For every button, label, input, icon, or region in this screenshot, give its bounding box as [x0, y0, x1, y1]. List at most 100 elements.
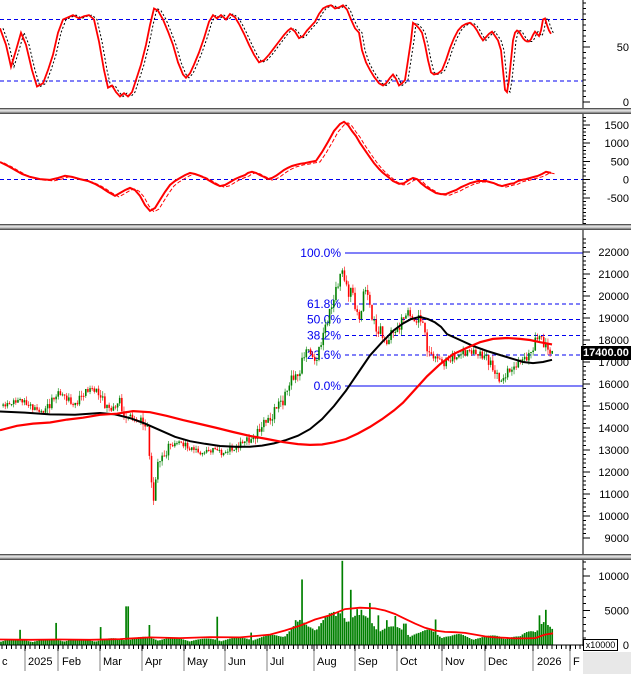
volume-bar [369, 602, 371, 645]
candle-body [335, 286, 337, 301]
volume-bar [419, 632, 422, 645]
candle-body [235, 446, 238, 450]
candle-body [93, 388, 96, 392]
volume-bar [190, 640, 193, 645]
fibonacci-retracement: 100.0%61.8%50.0%38.2%23.6%0.0% [300, 246, 583, 393]
candle-body [468, 350, 471, 352]
candle-body [339, 273, 341, 287]
volume-bar [239, 637, 242, 645]
candle-body [419, 315, 422, 322]
axis-tick-label: 14000 [598, 423, 629, 435]
volume-bar [288, 631, 291, 645]
panel-divider[interactable] [0, 108, 631, 114]
candle-body [159, 461, 161, 463]
volume-bar [108, 638, 110, 645]
candle-body [19, 398, 21, 400]
volume-bar [224, 639, 227, 645]
axis-tick-label: 17000 [598, 357, 629, 369]
volume-bar [392, 626, 395, 645]
volume-bar [277, 636, 280, 645]
candle-body [316, 359, 318, 361]
candle-body [472, 349, 475, 354]
volume-bar [337, 612, 339, 645]
month-label: May [187, 656, 208, 668]
month-label: F [573, 656, 580, 668]
candle-body [85, 388, 87, 396]
volume-bar [87, 640, 89, 645]
volume-bar [29, 641, 32, 645]
axis-tick-label: 19000 [598, 313, 629, 325]
volume-bar [89, 640, 91, 645]
candle-body [445, 357, 447, 367]
volume-bar [91, 640, 94, 645]
volume-bar [422, 631, 424, 645]
volume-bar [494, 635, 496, 645]
volume-bar [426, 629, 428, 645]
volume-bar [171, 637, 174, 645]
volume-bar [40, 639, 43, 645]
candle-body [146, 425, 149, 427]
candle-body [40, 410, 43, 412]
volume-bar [362, 615, 365, 645]
volume-scale-label: x10000 [583, 639, 618, 651]
panel-divider[interactable] [0, 224, 631, 230]
candle-body [199, 452, 202, 455]
candle-body [42, 410, 45, 413]
macd-line [0, 120, 552, 213]
volume-bar [347, 621, 350, 645]
candle-body [511, 369, 513, 372]
axis-tick-label: 5000 [605, 606, 629, 618]
volume-bar [112, 638, 115, 645]
candle-body [498, 372, 500, 382]
candle-body [528, 352, 530, 361]
candle-body [25, 400, 28, 405]
candle-body [227, 451, 229, 453]
candle-body [36, 407, 38, 410]
volume-bar [216, 616, 219, 645]
volume-bar [538, 615, 541, 645]
candle-body [290, 375, 293, 386]
candle-body [169, 443, 172, 445]
candle-body [205, 449, 208, 453]
volume-bar [373, 626, 375, 645]
oscillator-line [0, 4, 552, 98]
volume-bar [407, 634, 409, 645]
candle-body [48, 404, 51, 409]
volume-bar [271, 634, 274, 645]
candle-body [148, 425, 151, 456]
candle-body [27, 404, 30, 406]
volume-bar [491, 635, 494, 645]
candle-body [269, 417, 272, 421]
axis-tick-label: 15000 [598, 401, 629, 413]
candle-body [458, 355, 460, 358]
volume-bar [294, 620, 297, 645]
candle-body [282, 400, 284, 406]
volume-bar [453, 634, 456, 645]
volume-bar [303, 622, 306, 645]
candle-body [152, 482, 155, 501]
candle-body [207, 449, 210, 451]
oscillator-panel [0, 4, 583, 98]
volume-bar [316, 629, 318, 645]
candle-body [82, 395, 85, 397]
candle-body [460, 354, 462, 356]
candle-body [271, 419, 274, 421]
candle-body [517, 359, 520, 368]
volume-bar [551, 628, 554, 645]
volume-bar [55, 622, 57, 645]
candle-body [89, 388, 91, 392]
candle-body [479, 351, 481, 356]
panel-divider[interactable] [0, 554, 631, 560]
candle-body [17, 399, 19, 403]
candle-body [12, 400, 15, 405]
candle-body [515, 366, 517, 368]
candle-body [432, 353, 435, 359]
candle-body [44, 408, 47, 413]
volume-bar [464, 635, 467, 645]
volume-bar [173, 637, 176, 645]
macd-panel [0, 120, 583, 213]
volume-bar [2, 641, 4, 645]
volume-bar [375, 629, 378, 645]
candle-body [449, 360, 452, 362]
candle-body [4, 404, 7, 407]
